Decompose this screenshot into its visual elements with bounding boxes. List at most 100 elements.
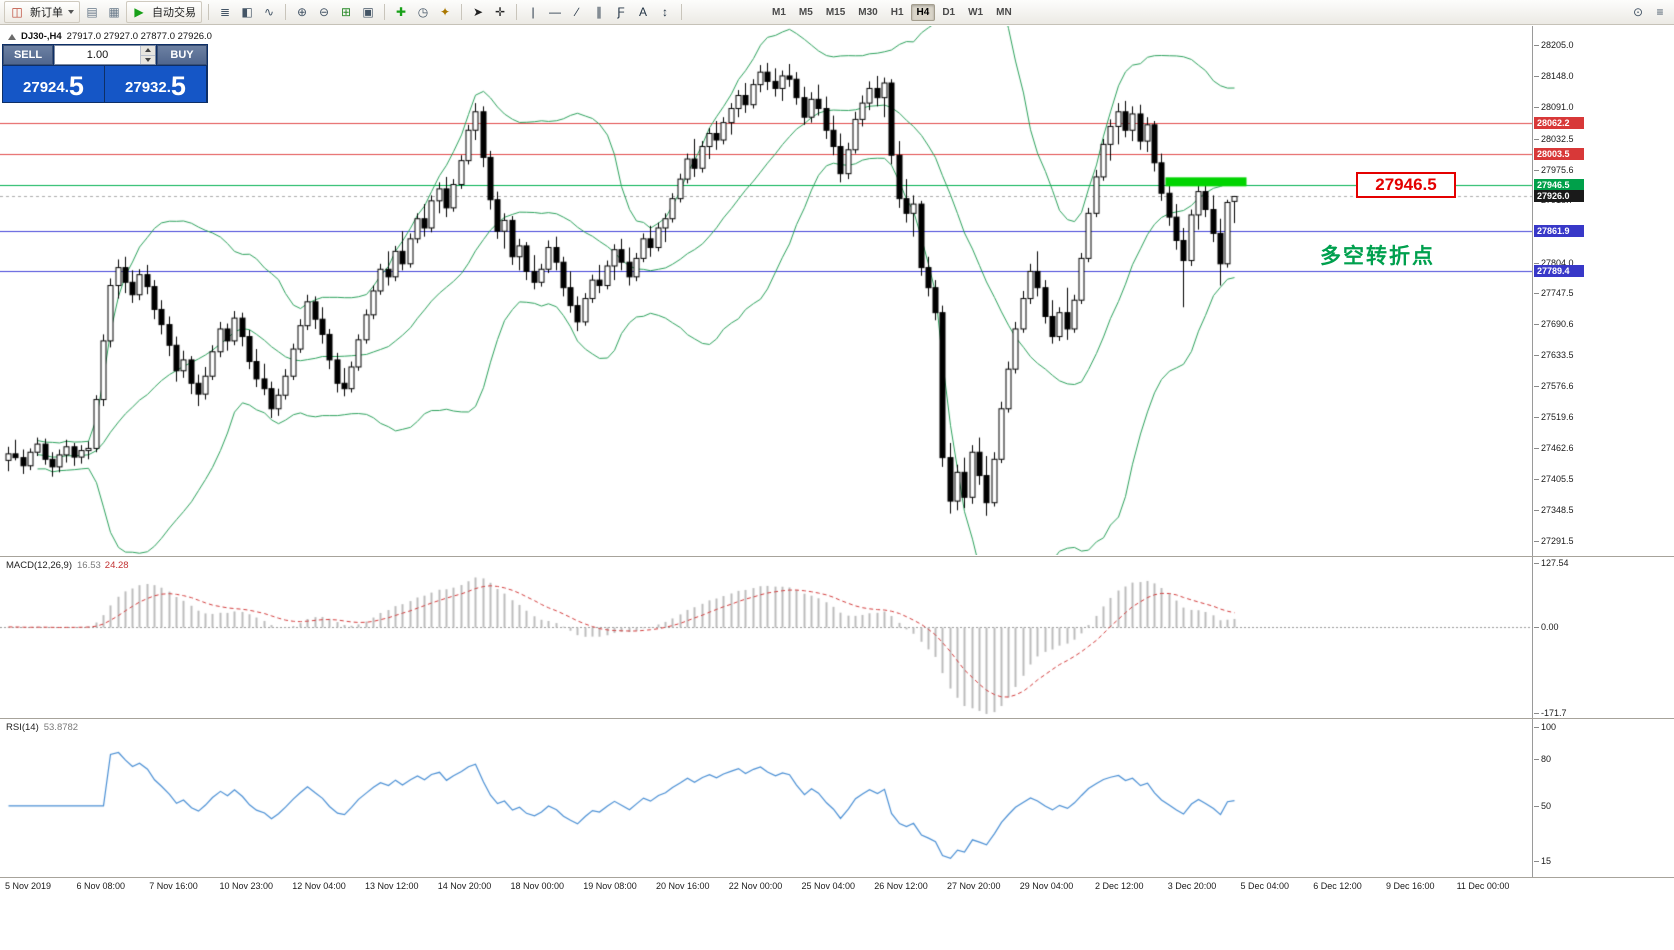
axis-tick-label: 27462.6 xyxy=(1534,443,1574,453)
cursor-icon[interactable]: ➤ xyxy=(472,5,484,19)
time-tick-label: 13 Nov 12:00 xyxy=(364,881,419,891)
time-tick-label: 2 Dec 12:00 xyxy=(1094,881,1144,891)
menu-icon[interactable]: ≡ xyxy=(1656,5,1664,19)
axis-tick-label: 28091.0 xyxy=(1534,102,1574,112)
search-icon[interactable]: ⊙ xyxy=(1632,5,1644,19)
axis-tick-label: 15 xyxy=(1533,856,1552,866)
panel-toggle-icon[interactable] xyxy=(8,33,16,40)
macd-panel-canvas[interactable] xyxy=(0,557,1532,718)
channel-icon[interactable]: ∥ xyxy=(596,5,602,19)
line-chart-icon[interactable]: ∿ xyxy=(263,5,275,19)
axis-tick-label: 50 xyxy=(1533,801,1552,811)
indicators-icon[interactable]: ✚ xyxy=(395,5,407,19)
profiles-icon[interactable]: ▤ xyxy=(86,5,98,19)
candlestick-chart-icon[interactable]: ◧ xyxy=(241,5,253,19)
time-tick-label: 22 Nov 00:00 xyxy=(728,881,783,891)
data-window-icon[interactable]: ▦ xyxy=(108,5,120,19)
axis-tick-label: 27690.6 xyxy=(1534,319,1574,329)
timeframe-d1[interactable]: D1 xyxy=(942,6,956,18)
price-callout: 27946.5 xyxy=(1356,172,1456,198)
price-level-label: 28062.2 xyxy=(1534,117,1584,129)
periods-icon[interactable]: ◷ xyxy=(417,5,429,19)
macd-indicator-label: MACD(12,26,9) 16.53 24.28 xyxy=(6,560,129,571)
main-chart-canvas[interactable] xyxy=(0,26,1532,555)
arrow-tools-icon[interactable]: ↕ xyxy=(662,5,668,19)
axis-tick-label: 27291.5 xyxy=(1534,536,1574,546)
price-level-label: 27946.5 xyxy=(1534,179,1584,191)
timeframe-mn[interactable]: MN xyxy=(996,6,1012,18)
autotrading-label: 自动交易 xyxy=(152,7,196,19)
time-tick-label: 18 Nov 00:00 xyxy=(510,881,565,891)
horizontal-line-icon[interactable]: — xyxy=(549,5,561,19)
pivot-annotation: 多空转折点 xyxy=(1320,245,1435,268)
timeframe-w1[interactable]: W1 xyxy=(968,6,984,18)
axis-tick-label: 0.00 xyxy=(1534,622,1559,632)
rsi-panel-splitter[interactable] xyxy=(0,718,1674,719)
fibonacci-icon[interactable]: Ƒ xyxy=(617,5,625,19)
axis-tick-label: 28205.0 xyxy=(1534,40,1574,50)
timeframe-h4[interactable]: H4 xyxy=(910,3,936,21)
timeframe-switcher: M1 M5 M15 M30 H1 H4 D1 W1 MN xyxy=(766,3,1018,21)
axis-tick-label: 27747.5 xyxy=(1534,288,1574,298)
dropdown-caret-icon xyxy=(68,10,74,14)
volume-decrease-button[interactable] xyxy=(141,54,155,64)
timeframe-h1[interactable]: H1 xyxy=(890,6,904,18)
autotrading-button[interactable]: ▶ 自动交易 xyxy=(126,1,202,23)
tile-windows-icon[interactable]: ▣ xyxy=(362,5,374,19)
new-order-button[interactable]: ◫ 新订单 xyxy=(4,1,80,23)
axis-tick-label: 27804.0 xyxy=(1534,258,1574,268)
time-tick-label: 29 Nov 04:00 xyxy=(1019,881,1074,891)
rsi-indicator-label: RSI(14) 53.8782 xyxy=(6,722,79,733)
volume-spinner xyxy=(140,46,155,64)
time-tick-label: 10 Nov 23:00 xyxy=(219,881,274,891)
up-arrow-icon xyxy=(145,48,151,53)
time-tick-label: 6 Dec 12:00 xyxy=(1313,881,1362,891)
sell-price-display[interactable]: 27924. 5 xyxy=(3,66,104,102)
zoom-out-icon[interactable]: ⊖ xyxy=(318,5,330,19)
toolbar-separator xyxy=(208,4,209,20)
timeframe-m5[interactable]: M5 xyxy=(798,6,813,18)
rsi-panel-canvas[interactable] xyxy=(0,719,1532,877)
new-order-icon: ◫ xyxy=(11,5,23,19)
time-tick-label: 9 Dec 16:00 xyxy=(1385,881,1435,891)
bar-chart-icon[interactable]: ≣ xyxy=(219,5,231,19)
templates-icon[interactable]: ✦ xyxy=(439,5,451,19)
time-tick-label: 19 Nov 08:00 xyxy=(583,881,637,891)
volume-value: 1.00 xyxy=(86,49,109,61)
trendline-icon[interactable]: ∕ xyxy=(575,5,578,19)
time-axis[interactable]: 5 Nov 2019 6 Nov 08:00 7 Nov 16:00 10 Nov 2… xyxy=(0,878,1532,896)
buy-button[interactable]: BUY xyxy=(157,45,207,65)
volume-increase-button[interactable] xyxy=(141,46,155,55)
sell-button[interactable]: SELL xyxy=(3,45,53,65)
crosshair-icon[interactable]: ✛ xyxy=(494,5,506,19)
buy-price-display[interactable]: 27932. 5 xyxy=(105,66,206,102)
timeframe-m1[interactable]: M1 xyxy=(772,6,786,18)
axis-tick-label: 27405.5 xyxy=(1534,474,1574,484)
axis-tick-label: 28032.5 xyxy=(1534,134,1574,144)
price-level-label: 27926.0 xyxy=(1534,190,1584,202)
sell-price-main: 27924. xyxy=(23,79,69,96)
macd-panel-splitter[interactable] xyxy=(0,556,1674,557)
vertical-line-icon[interactable]: | xyxy=(531,5,535,19)
text-icon[interactable]: A xyxy=(638,5,647,19)
toolbar-separator xyxy=(516,4,517,20)
chart-ohlc-header: DJ30-,H4 27917.0 27927.0 27877.0 27926.0 xyxy=(8,31,212,42)
volume-field[interactable]: 1.00 xyxy=(54,45,156,65)
axis-tick-label: 100 xyxy=(1533,722,1557,732)
price-axis[interactable]: 28205.028148.028091.028032.527975.627918… xyxy=(1532,26,1674,878)
axis-tick-label: 27519.6 xyxy=(1534,412,1574,422)
zoom-in-icon[interactable]: ⊕ xyxy=(296,5,308,19)
time-axis-border xyxy=(0,877,1674,878)
timeframe-m30[interactable]: M30 xyxy=(858,6,878,18)
time-tick-label: 6 Nov 08:00 xyxy=(76,881,126,891)
buy-price-big-digit: 5 xyxy=(170,71,186,101)
down-arrow-icon xyxy=(145,57,151,62)
symbol-period-label: DJ30-,H4 xyxy=(21,31,62,42)
timeframe-m15[interactable]: M15 xyxy=(825,6,846,18)
buy-price-main: 27932. xyxy=(125,79,171,96)
time-tick-label: 14 Nov 20:00 xyxy=(437,881,492,891)
sell-price-big-digit: 5 xyxy=(68,71,84,101)
axis-tick-label: 27348.5 xyxy=(1534,505,1574,515)
new-chart-icon[interactable]: ⊞ xyxy=(340,5,352,19)
axis-tick-label: 28148.0 xyxy=(1534,71,1574,81)
